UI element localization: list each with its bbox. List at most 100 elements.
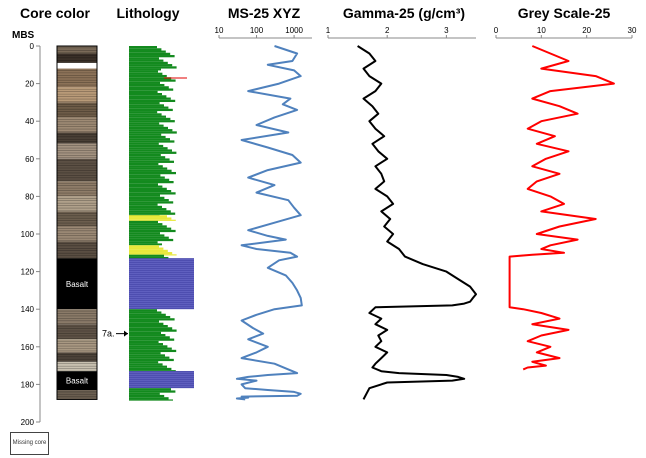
- core-interval: [57, 117, 97, 133]
- lithology-bed: [129, 167, 168, 170]
- greyscale25-series-line: [508, 45, 615, 371]
- depth-axis-label: MBS: [12, 30, 35, 41]
- depth-tick-label: 120: [21, 268, 35, 277]
- lithology-bed: [129, 223, 163, 226]
- core-interval: [57, 68, 97, 88]
- lithology-bed: [129, 219, 176, 221]
- lithology-bed: [129, 48, 162, 51]
- ms25-tick-label: 10: [215, 26, 224, 35]
- depth-tick-label: 160: [21, 343, 35, 352]
- lithology-bed: [129, 106, 169, 109]
- lithology-bed: [129, 93, 162, 96]
- lithology-bed: [129, 160, 174, 163]
- lithology-bed: [129, 140, 175, 143]
- gamma25-panel: 1 2 3: [326, 26, 477, 400]
- lithology-bed: [129, 363, 163, 366]
- lithology-bed: [129, 124, 164, 127]
- core-interval: [57, 132, 97, 144]
- lithology-bed: [129, 313, 166, 316]
- lithology-bed: [129, 77, 172, 80]
- lithology-bed: [129, 162, 159, 166]
- lithology-bed: [129, 61, 168, 65]
- lithology-bed: [129, 138, 170, 141]
- lithology-bed: [129, 147, 168, 150]
- core-interval: [57, 211, 97, 227]
- lithology-bed: [129, 324, 168, 328]
- greyscale25-tick-label: 20: [582, 26, 591, 35]
- lithology-bed: [129, 142, 159, 145]
- lithology-bed: [129, 57, 159, 60]
- lithology-bed: [129, 165, 163, 168]
- lithology-bed: [129, 50, 166, 53]
- core-interval: [57, 102, 97, 118]
- lithology-bed: [129, 390, 176, 393]
- lithology-bed: [129, 131, 177, 134]
- depth-axis: 0 20 40 60 80 100 120 140 160 180 200: [21, 42, 41, 427]
- greyscale25-tick-label: 0: [494, 26, 499, 35]
- lithology-bed: [129, 135, 166, 139]
- greyscale25-tick-label: 10: [537, 26, 546, 35]
- lithology-bed: [129, 86, 169, 89]
- depth-tick-label: 80: [25, 192, 34, 201]
- panel-title-greyscale25: Grey Scale-25: [518, 5, 611, 21]
- lithology-bed: [129, 311, 162, 314]
- panel-title-lithology: Lithology: [117, 5, 180, 21]
- lithology-bed: [129, 212, 176, 215]
- lithology-bed: [129, 176, 165, 179]
- core-interval: [57, 390, 97, 400]
- lithology-bed: [129, 397, 169, 400]
- lithology-bed: [129, 129, 173, 132]
- lithology-bed: [129, 201, 174, 204]
- lithology-bed: [129, 171, 176, 175]
- lithology-bed: [129, 252, 173, 255]
- lithology-bed: [129, 102, 160, 105]
- missing-core-legend: Missing core: [10, 432, 49, 455]
- panel-title-gamma25: Gamma-25 (g/cm³): [343, 5, 465, 21]
- lithology-bed: [129, 180, 174, 184]
- lithology-bed: [129, 83, 165, 87]
- core-interval: [57, 181, 97, 197]
- panel-title-ms25: MS-25 XYZ: [228, 5, 301, 21]
- lithology-bed: [129, 329, 177, 332]
- lithology-bed: [129, 115, 166, 118]
- ms25-panel: 10 100 1000: [215, 26, 312, 401]
- lithology-bed: [129, 365, 167, 368]
- lithology-bed: [129, 55, 175, 58]
- lithology-bed: [129, 66, 177, 69]
- lithology-bed: [129, 79, 176, 82]
- lithology-bed: [129, 90, 158, 93]
- ms25-tick-label: 100: [250, 26, 264, 35]
- lithology-bed: [129, 183, 158, 186]
- lithology-bed: [129, 81, 160, 84]
- gamma25-tick-label: 3: [444, 26, 449, 35]
- lithology-bed: [129, 229, 176, 233]
- lithology-bed: [129, 354, 165, 357]
- lithology-bed: [129, 309, 157, 312]
- lithology-bed: [129, 322, 164, 325]
- greyscale25-panel: 0 10 20 30: [494, 26, 637, 371]
- lithology-bed: [129, 327, 173, 330]
- gamma25-tick-label: 1: [326, 26, 331, 35]
- lithology-bed: [129, 68, 161, 71]
- core-interval: [57, 361, 97, 372]
- core-interval: [57, 352, 97, 362]
- depth-tick-label: 200: [21, 418, 35, 427]
- lithology-bed: [129, 113, 162, 116]
- panel-title-core-color: Core color: [20, 5, 91, 21]
- basalt-label: Basalt: [66, 280, 89, 289]
- depth-tick-label: 20: [25, 80, 34, 89]
- lithology-bed: [129, 208, 167, 211]
- depth-tick-label: 100: [21, 230, 35, 239]
- lithology-bed: [129, 236, 169, 239]
- lithology-bed: [129, 388, 171, 391]
- lithology-bed: [129, 238, 174, 242]
- lithology-bed: [129, 318, 175, 321]
- lithology-strip: 7a.: [102, 46, 194, 401]
- core-strip-border: [56, 45, 98, 400]
- core-interval: [57, 371, 97, 391]
- annotation-label: 7a.: [102, 329, 115, 339]
- lithology-bed: [129, 320, 159, 323]
- lithology-bed: [129, 343, 163, 346]
- core-interval: [57, 258, 97, 310]
- lithology-bed: [129, 349, 177, 353]
